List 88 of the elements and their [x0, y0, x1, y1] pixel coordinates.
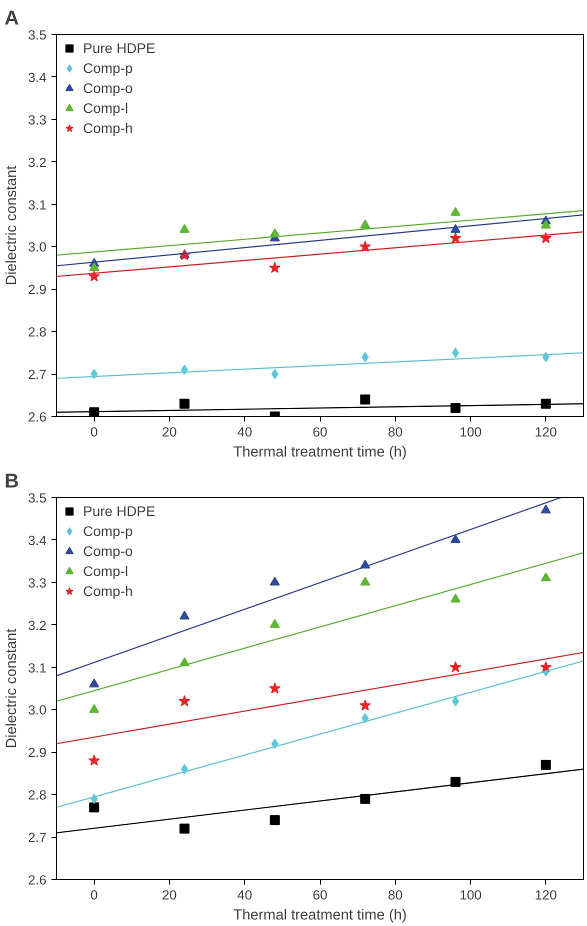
point — [540, 504, 551, 514]
point — [270, 576, 280, 586]
point — [179, 398, 190, 409]
point — [360, 394, 370, 405]
legend-label: Pure HDPE — [83, 40, 156, 56]
legend-label: Comp-o — [83, 543, 133, 559]
legend-label: Comp-h — [83, 583, 133, 599]
x-axis-title: Thermal treatment time (h) — [233, 908, 407, 924]
y-tick-label: 2.6 — [28, 410, 47, 424]
point — [90, 369, 98, 380]
legend-label: Comp-p — [83, 523, 133, 539]
point — [270, 815, 280, 826]
legend-label: Comp-o — [83, 80, 133, 96]
point — [179, 824, 190, 834]
x-tick-label: 20 — [162, 424, 177, 440]
legend-label: Comp-l — [83, 100, 128, 116]
y-tick-label: 2.7 — [28, 830, 47, 846]
y-tick-label: 2.6 — [28, 872, 47, 888]
x-tick-label: 80 — [388, 888, 403, 902]
point — [271, 369, 278, 380]
point — [360, 576, 370, 586]
x-tick-label: 60 — [312, 888, 328, 902]
point — [540, 220, 551, 229]
legend-label: Comp-p — [83, 60, 133, 76]
point — [179, 610, 190, 620]
x-tick-label: 120 — [534, 888, 557, 902]
point — [270, 619, 280, 628]
point — [89, 262, 100, 272]
point — [450, 594, 461, 602]
point — [180, 364, 188, 375]
point — [540, 572, 551, 582]
point — [179, 224, 190, 233]
point — [359, 699, 371, 710]
point — [89, 802, 100, 812]
point — [362, 352, 369, 362]
point — [452, 696, 460, 706]
y-tick-label: 3.1 — [28, 197, 47, 212]
x-axis-title: Thermal treatment time (h) — [233, 444, 407, 460]
legend-label: Pure HDPE — [83, 503, 156, 519]
y-tick-label: 3.4 — [28, 532, 48, 548]
y-tick-label: 3.2 — [28, 154, 47, 170]
point — [450, 224, 461, 233]
y-axis-title: Dielectric constant — [4, 628, 20, 748]
point — [88, 754, 100, 766]
y-tick-label: 3.3 — [28, 575, 47, 590]
x-tick-label: 40 — [237, 888, 252, 902]
legend-label: Comp-l — [83, 563, 128, 579]
y-tick-label: 3.1 — [28, 660, 47, 676]
point — [362, 713, 369, 724]
y-tick-label: 2.8 — [28, 788, 47, 803]
chart-title: A — [4, 8, 19, 30]
y-tick-label: 3.5 — [28, 28, 47, 42]
point — [88, 270, 100, 282]
point — [450, 207, 461, 216]
y-tick-label: 2.9 — [28, 282, 47, 298]
x-tick-label: 120 — [534, 424, 557, 440]
x-tick-label: 60 — [312, 424, 328, 440]
y-tick-label: 3.5 — [28, 490, 47, 506]
point — [450, 232, 462, 244]
point — [540, 232, 552, 244]
y-tick-label: 2.8 — [28, 324, 47, 340]
point — [452, 348, 460, 358]
point — [178, 695, 190, 706]
y-tick-label: 3.2 — [28, 618, 47, 633]
point — [450, 534, 461, 544]
point — [540, 760, 551, 770]
y-tick-label: 3.0 — [28, 240, 47, 255]
point — [540, 661, 552, 672]
point — [269, 262, 281, 273]
point — [89, 678, 100, 688]
y-tick-label: 2.7 — [28, 367, 47, 382]
point — [269, 682, 281, 694]
x-tick-label: 100 — [459, 888, 482, 902]
point — [450, 661, 462, 672]
x-tick-label: 40 — [237, 424, 252, 440]
y-tick-label: 3.3 — [28, 112, 47, 128]
y-axis-title: Dielectric constant — [4, 166, 20, 286]
y-tick-label: 3.4 — [28, 70, 48, 85]
x-tick-label: 0 — [90, 888, 98, 902]
y-tick-label: 3.0 — [28, 702, 47, 718]
x-tick-label: 0 — [90, 424, 98, 440]
x-tick-label: 100 — [459, 424, 482, 440]
x-tick-label: 80 — [388, 424, 403, 440]
x-tick-label: 20 — [162, 888, 177, 902]
y-tick-label: 2.9 — [28, 745, 47, 760]
point — [89, 704, 100, 713]
legend-label: Comp-h — [83, 120, 133, 136]
chart-title: B — [4, 470, 19, 492]
